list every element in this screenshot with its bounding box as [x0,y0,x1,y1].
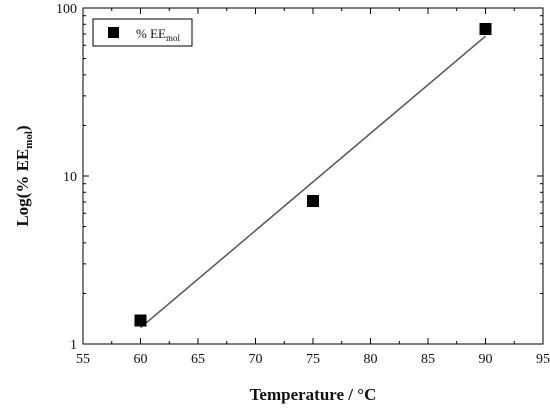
y-axis-ticks: 1 10 100 [56,2,543,353]
plot-frame [82,7,544,345]
y-tick-label: 10 [63,170,77,185]
y-axis-title-sub: mol [23,131,35,149]
fit-line [140,35,486,329]
y-tick-label: 1 [70,338,77,353]
x-tick-label: 70 [249,352,263,367]
x-tick-label: 80 [364,352,378,367]
y-axis-title-main: Log(% EE [13,149,32,227]
data-point [479,22,492,35]
data-point [134,314,147,327]
x-tick-label: 75 [306,352,320,367]
y-axis-title: Log(% EEmol) [13,125,35,226]
legend-label: % EEmol [136,26,180,43]
data-point [307,194,319,207]
x-tick-label: 60 [134,352,148,367]
data-points [134,22,492,327]
legend: % EEmol [92,18,193,47]
x-axis-ticks: 55 60 65 70 75 80 85 90 95 [76,8,550,367]
x-tick-label: 65 [191,352,205,367]
y-tick-label: 100 [56,2,77,17]
legend-marker [108,27,119,38]
legend-label-main: % EE [136,26,166,41]
x-tick-label: 85 [421,352,435,367]
x-tick-label: 90 [479,352,493,367]
x-tick-label: 95 [536,352,550,367]
x-axis-title: Temperature / °C [250,385,377,404]
legend-label-sub: mol [166,33,181,43]
y-axis-title-close: ) [13,125,32,131]
x-tick-label: 55 [76,352,90,367]
